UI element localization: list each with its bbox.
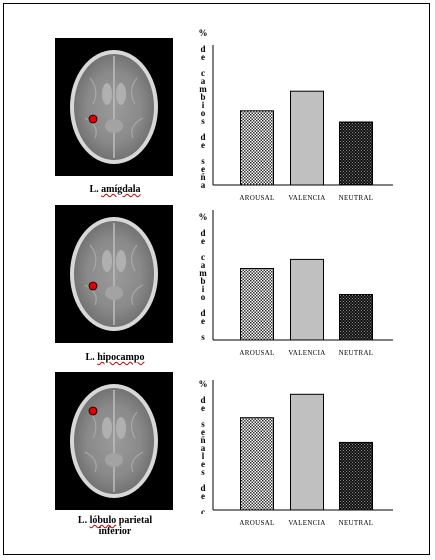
bar-valencia xyxy=(290,258,324,341)
bar-valencia xyxy=(290,393,324,511)
category-label: AROUSAL xyxy=(239,519,274,527)
y-axis-label: % de cambio de señales xyxy=(198,212,207,342)
roi-marker xyxy=(88,114,98,124)
brain-scan-image xyxy=(55,38,173,176)
region-label: L. hipocampo xyxy=(85,352,145,363)
y-axis-label: % de cambios de señales xyxy=(198,28,207,188)
bar-chart: AROUSAL VALENCIA NEUTRAL xyxy=(212,380,393,527)
category-label: AROUSAL xyxy=(239,194,274,202)
bar-neutral xyxy=(339,294,373,341)
category-label: VALENCIA xyxy=(288,519,325,527)
brain-scan-graphic xyxy=(70,50,158,164)
region-label: L. lóbulo parietal inferior xyxy=(77,515,153,537)
category-label: NEUTRAL xyxy=(339,194,374,202)
category-label: NEUTRAL xyxy=(339,519,374,527)
bar-chart: AROUSAL VALENCIA NEUTRAL xyxy=(212,45,393,202)
bar-neutral xyxy=(339,441,373,511)
y-axis-label: % de señales de cambio xyxy=(198,379,207,514)
region-label: L. amígdala xyxy=(89,184,141,195)
bar-neutral xyxy=(339,121,373,186)
roi-marker xyxy=(88,406,98,416)
bar-valencia xyxy=(290,90,324,186)
brain-scan-image xyxy=(55,205,173,343)
bar-arousal xyxy=(240,268,274,341)
category-label: VALENCIA xyxy=(288,194,325,202)
bar-chart: AROUSAL VALENCIA NEUTRAL xyxy=(212,210,393,357)
category-label: NEUTRAL xyxy=(339,349,374,357)
roi-marker xyxy=(88,281,98,291)
bar-arousal xyxy=(240,417,274,511)
bar-arousal xyxy=(240,110,274,186)
category-label: AROUSAL xyxy=(239,349,274,357)
figure-frame xyxy=(3,3,430,555)
category-label: VALENCIA xyxy=(288,349,325,357)
brain-scan-graphic xyxy=(70,217,158,331)
brain-scan-graphic xyxy=(70,384,158,498)
brain-scan-image xyxy=(55,372,173,510)
